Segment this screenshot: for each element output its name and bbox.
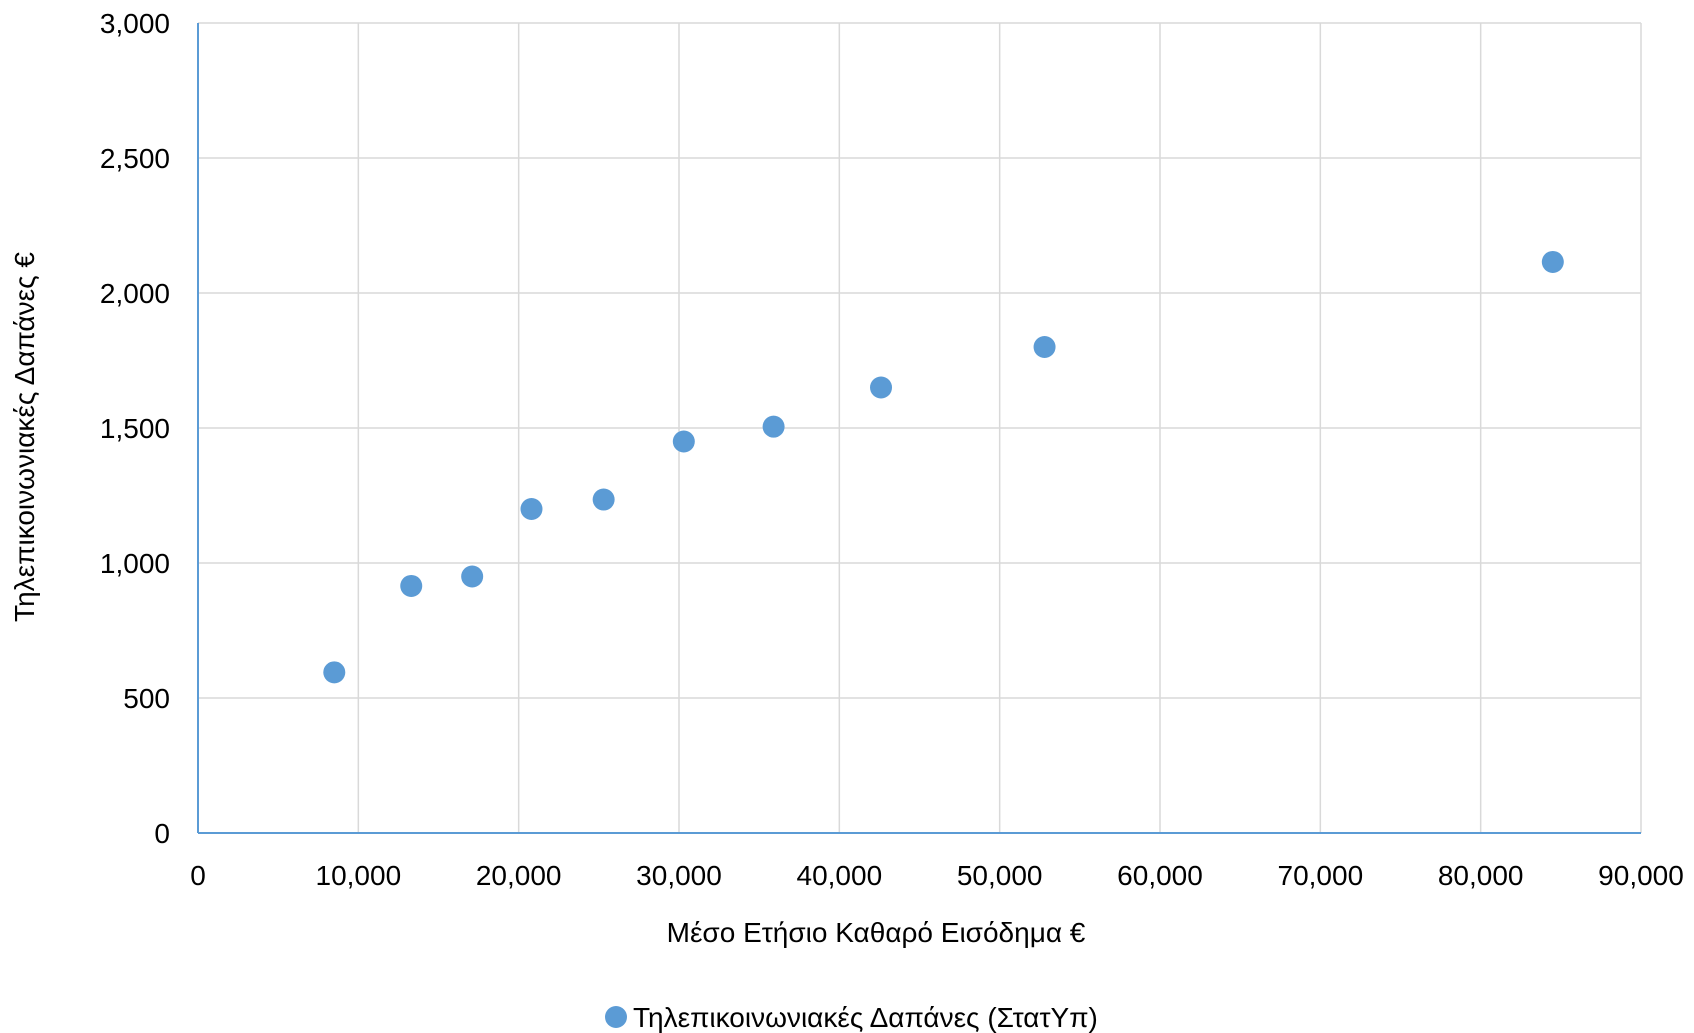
data-point [400, 574, 423, 597]
y-tick-label: 2,500 [100, 143, 170, 174]
data-point [672, 430, 695, 453]
data-point [592, 488, 615, 511]
y-tick-label: 2,000 [100, 278, 170, 309]
y-tick-label: 0 [154, 818, 170, 849]
x-tick-label: 30,000 [636, 860, 722, 891]
legend-marker [605, 1006, 627, 1028]
x-tick-label: 60,000 [1117, 860, 1203, 891]
data-points [323, 250, 1564, 684]
x-tick-labels: 0 10,000 20,000 30,000 40,000 50,000 60,000 70,… [190, 860, 1684, 891]
y-tick-label: 1,500 [100, 413, 170, 444]
y-tick-label: 1,000 [100, 548, 170, 579]
data-point [762, 415, 785, 438]
data-point [323, 661, 346, 684]
data-point [1541, 250, 1564, 273]
data-point [520, 498, 543, 520]
y-tick-labels: 0 500 1,000 1,500 2,000 2,500 3,000 [100, 8, 170, 849]
x-tick-label: 20,000 [476, 860, 562, 891]
data-point [870, 376, 893, 399]
x-tick-label: 90,000 [1598, 860, 1684, 891]
x-tick-label: 0 [190, 860, 206, 891]
x-tick-label: 40,000 [797, 860, 883, 891]
grid-layer [198, 22, 1642, 833]
y-axis-title: Τηλεπικοινωνιακές Δαπάνες € [9, 252, 40, 622]
x-tick-label: 50,000 [957, 860, 1043, 891]
y-tick-label: 3,000 [100, 8, 170, 39]
x-tick-label: 10,000 [316, 860, 402, 891]
axis-layer [197, 23, 1641, 834]
data-point [461, 565, 484, 588]
data-point [1033, 336, 1056, 358]
legend: Τηλεπικοινωνιακές Δαπάνες (ΣτατΥπ) [605, 1002, 1098, 1033]
y-tick-label: 500 [123, 683, 170, 714]
x-tick-label: 80,000 [1438, 860, 1524, 891]
legend-label: Τηλεπικοινωνιακές Δαπάνες (ΣτατΥπ) [633, 1002, 1098, 1033]
x-axis-title: Μέσο Ετήσιο Καθαρό Εισόδημα € [667, 917, 1086, 948]
x-tick-label: 70,000 [1278, 860, 1364, 891]
